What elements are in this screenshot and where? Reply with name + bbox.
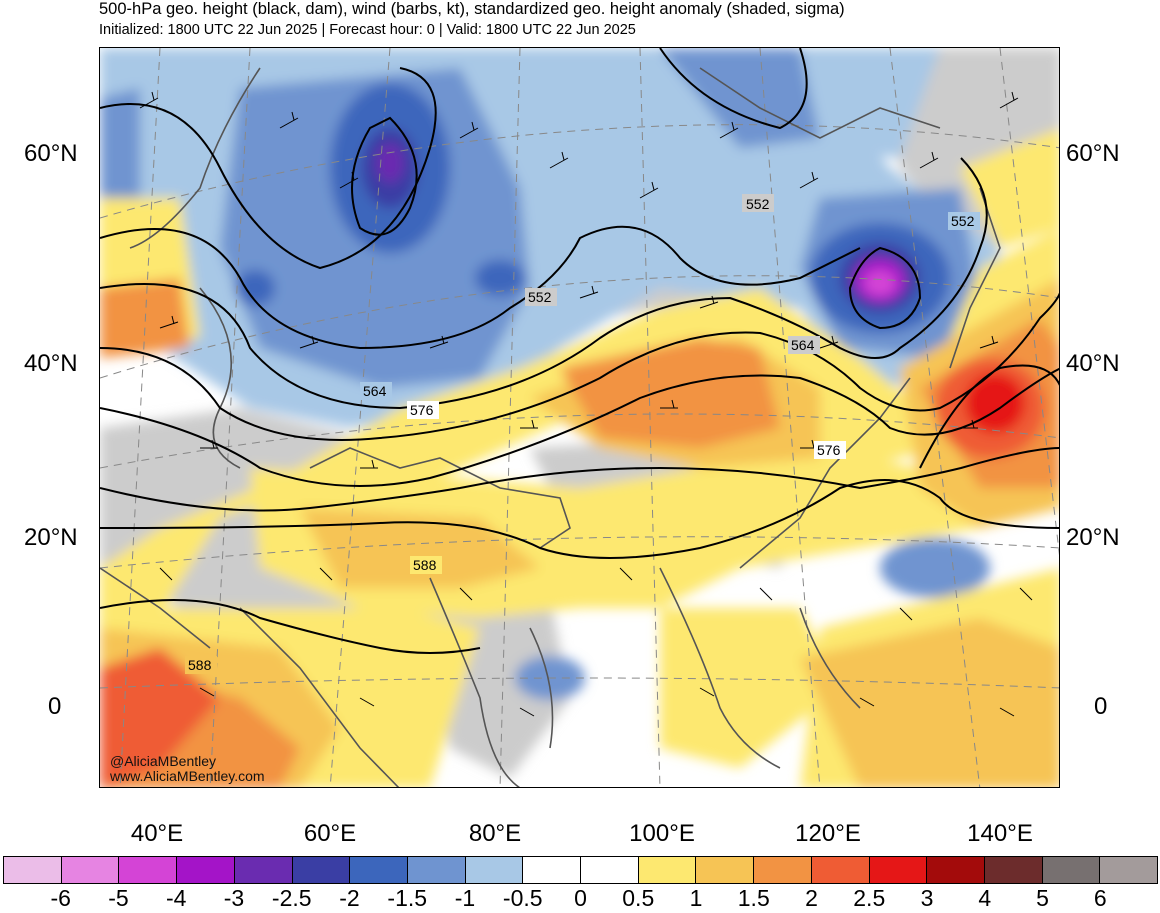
colorbar-cell [350,857,408,883]
colorbar-label: -0.5 [502,885,543,911]
height-contours [100,48,1059,654]
lat-label-0-left: 0 [48,693,62,720]
contour-label-576-a: 576 [410,402,434,418]
colorbar-label: -3 [223,885,245,911]
colorbar-label: 4 [978,885,992,911]
colorbar-cell [119,857,178,883]
contour-label-588-b: 588 [188,657,212,673]
chart-title: 500-hPa geo. height (black, dam), wind (… [99,0,845,18]
lon-label-80e: 80°E [468,820,522,847]
colorbar-cell [1100,857,1158,883]
map-graphic: 552 552 552 564 564 576 576 588 588 [100,48,1059,787]
lat-label-20n-right: 20°N [1066,524,1120,551]
credit-handle: @AliciaMBentley [110,753,217,769]
contour-label-564-b: 564 [791,337,815,353]
colorbar-cell [581,857,639,883]
contour-label-588-a: 588 [413,557,437,573]
contour-label-552-a: 552 [746,196,770,212]
contour-label-564-a: 564 [363,383,387,399]
colorbar-cell [4,857,62,883]
colorbar-cell [984,857,1043,883]
colorbar-cell [811,857,870,883]
lon-label-40e: 40°E [130,820,184,847]
colorbar-label: 5 [1036,885,1049,911]
coastlines [100,67,1001,787]
lat-label-40n-left: 40°N [24,350,78,377]
anomaly-shading [100,48,1059,787]
colorbar-label: -2.5 [271,885,312,911]
contour-label-576-b: 576 [817,442,841,458]
lat-label-60n-right: 60°N [1066,140,1120,167]
lon-label-140e: 140°E [967,820,1033,847]
colorbar-label: 0 [574,885,587,911]
lon-label-100e: 100°E [629,820,695,847]
colorbar-cell [523,857,582,883]
map-panel: 552 552 552 564 564 576 576 588 588 [99,47,1060,788]
colorbar-label: 3 [920,885,934,911]
colorbar-cell [754,857,812,883]
colorbar-cell [638,857,697,883]
colorbar-label: 0.5 [622,885,655,911]
colorbar-cell [61,857,120,883]
colorbar-cell [292,857,351,883]
colorbar-label: 6 [1093,885,1107,911]
lat-label-20n-left: 20°N [24,524,78,551]
credit-url: www.AliciaMBentley.com [110,768,265,784]
lat-label-0-right: 0 [1094,693,1108,720]
colorbar-label: 1.5 [737,885,770,911]
colorbar [3,856,1158,884]
lat-label-40n-right: 40°N [1066,350,1120,377]
colorbar-cell [407,857,466,883]
colorbar-cell [465,857,524,883]
colorbar-label: -6 [50,885,71,911]
colorbar-label: -5 [108,885,129,911]
colorbar-label: 2.5 [853,885,886,911]
colorbar-label: -2 [339,885,360,911]
chart-subtitle: Initialized: 1800 UTC 22 Jun 2025 | Fore… [99,22,636,38]
colorbar-cell [927,857,985,883]
lon-label-60e: 60°E [303,820,357,847]
colorbar-cell [177,857,235,883]
contour-label-552-b: 552 [951,213,975,229]
colorbar-label: 1 [689,885,703,911]
wind-barbs [139,91,1033,717]
colorbar-cell [1042,857,1101,883]
lat-label-60n-left: 60°N [24,140,78,167]
colorbar-cell [869,857,928,883]
colorbar-label: -1.5 [387,885,428,911]
colorbar-label: -4 [166,885,187,911]
contour-label-552-c: 552 [528,289,552,305]
lon-label-120e: 120°E [795,820,861,847]
contour-labels: 552 552 552 564 564 576 576 588 588 [185,194,980,674]
colorbar-cell [234,857,293,883]
colorbar-label: -1 [454,885,476,911]
colorbar-cell [696,857,755,883]
colorbar-label: 2 [805,885,818,911]
